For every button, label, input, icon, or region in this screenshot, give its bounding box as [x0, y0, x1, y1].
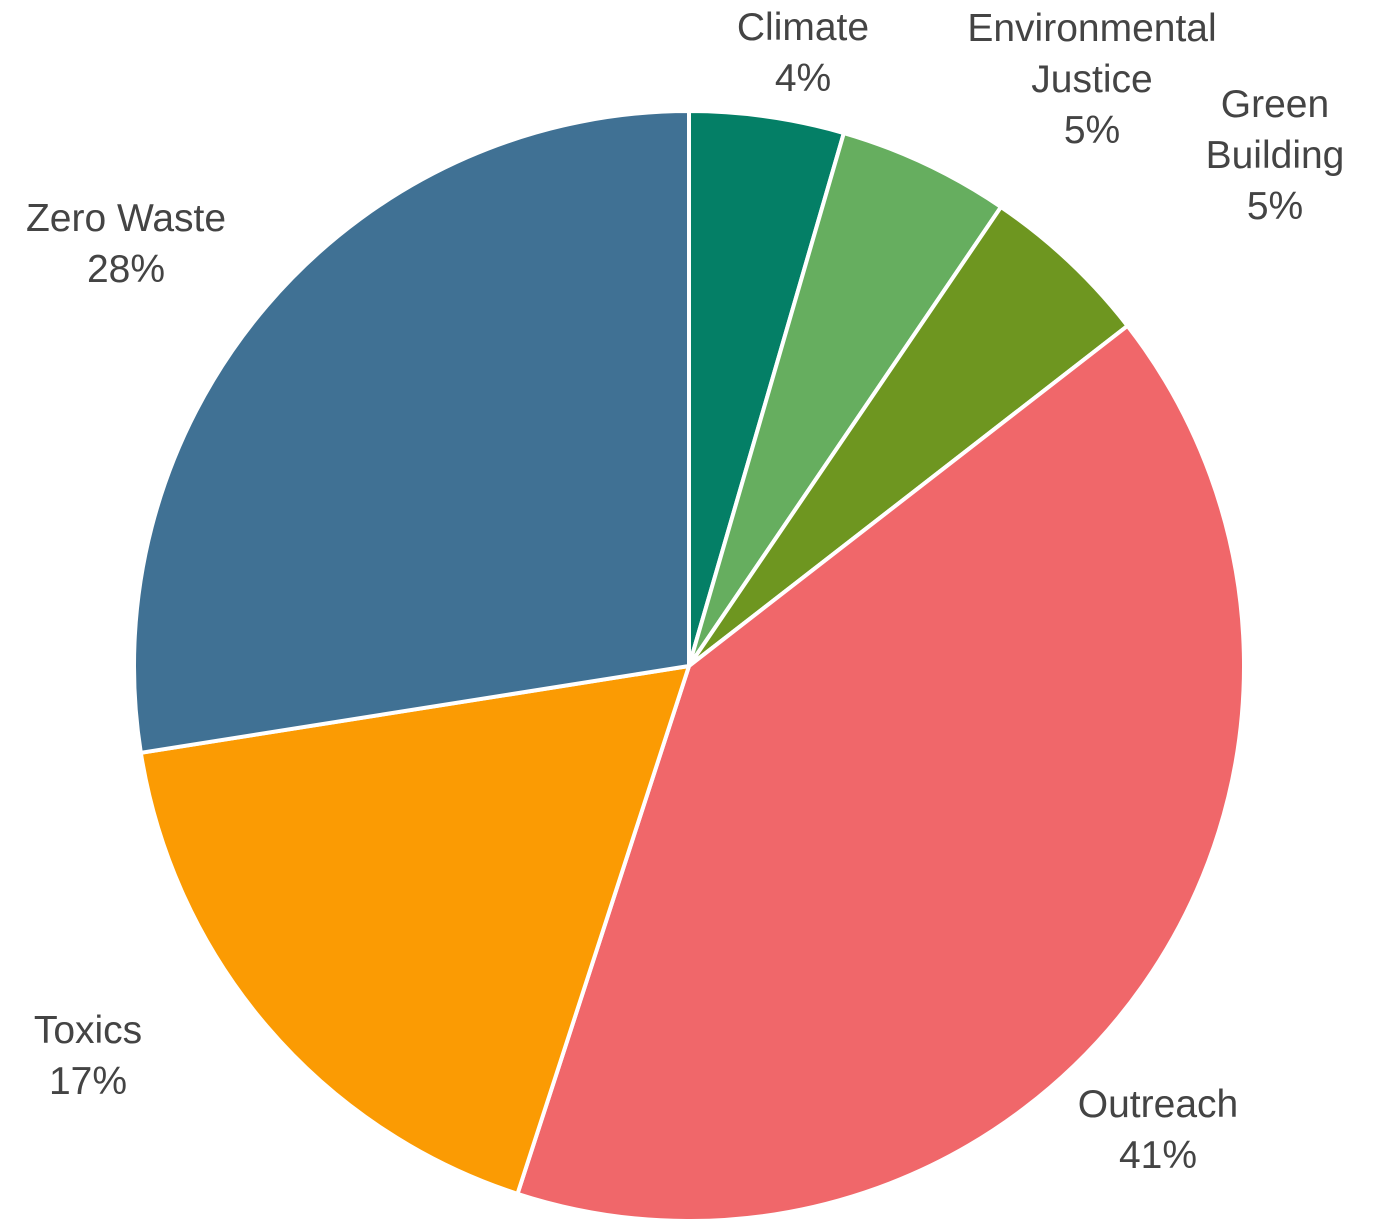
- slice-value-outreach: 41%: [1119, 1134, 1197, 1177]
- slice-value-toxics: 17%: [49, 1060, 127, 1103]
- slice-value-environmental-justice: 5%: [1064, 109, 1120, 152]
- slice-toxics: [138, 664, 691, 1196]
- slice-value-green-building: 5%: [1247, 185, 1303, 228]
- slice-label-zero-waste: Zero Waste 28%: [26, 197, 226, 291]
- slice-value-climate: 4%: [775, 57, 831, 100]
- slice-outreach: [515, 323, 1246, 1219]
- slice-value-zero-waste: 28%: [87, 248, 165, 291]
- slice-label-environmental-justice: Environmental Justice 5%: [967, 7, 1216, 152]
- slice-label-toxics: Toxics 17%: [34, 1009, 142, 1103]
- slice-environmental-justice: [687, 131, 1003, 668]
- pie-slices: [132, 109, 1246, 1219]
- slice-zero-waste: [132, 109, 691, 755]
- slice-green-building: [687, 204, 1130, 668]
- slice-label-outreach: Outreach 41%: [1078, 1083, 1238, 1177]
- slice-label-green-building: Green Building 5%: [1206, 83, 1345, 228]
- pie-labels: Climate 4% Environmental Justice 5%Green Buil…: [26, 6, 1344, 1177]
- slice-label-climate: Climate 4%: [737, 6, 869, 100]
